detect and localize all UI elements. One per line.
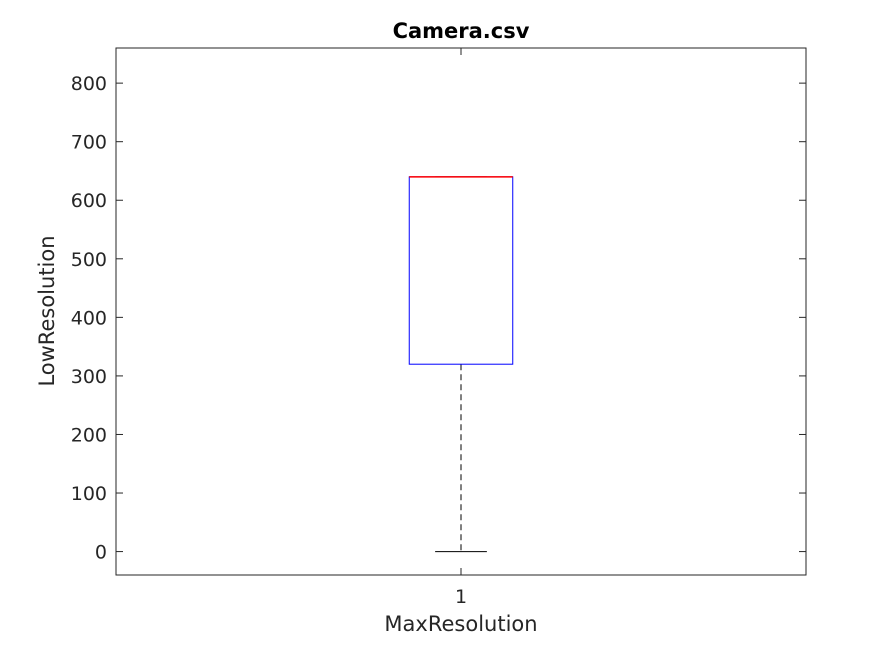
x-axis-label: MaxResolution — [384, 612, 537, 636]
boxes-layer — [408, 176, 514, 553]
y-tick-label: 800 — [71, 73, 107, 95]
chart-title: Camera.csv — [393, 19, 530, 43]
y-tick-label: 200 — [71, 424, 107, 446]
x-tick-label: 1 — [455, 586, 467, 608]
y-axis: 0 100 200 300 400 500 600 700 800 — [71, 73, 806, 564]
y-tick-label: 600 — [71, 190, 107, 212]
x-axis: 1 — [455, 48, 467, 608]
y-tick-label: 300 — [71, 366, 107, 388]
y-axis-label: LowResolution — [35, 235, 59, 386]
y-tick-label: 400 — [71, 307, 107, 329]
y-tick-label: 700 — [71, 132, 107, 154]
y-tick-label: 100 — [71, 483, 107, 505]
y-tick-label: 0 — [95, 542, 107, 564]
y-tick-label: 500 — [71, 249, 107, 271]
